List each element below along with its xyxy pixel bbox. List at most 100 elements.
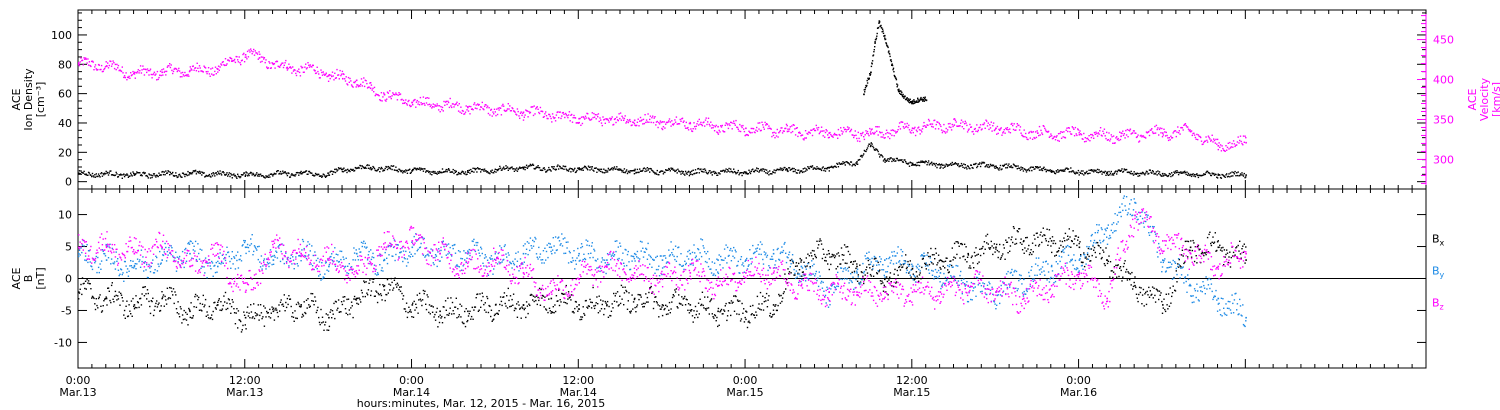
data-point [906, 162, 908, 165]
data-point [903, 127, 905, 129]
data-point [1091, 133, 1093, 136]
data-point [948, 126, 950, 128]
data-point [194, 295, 196, 298]
data-point [336, 309, 338, 311]
data-point [932, 263, 934, 265]
data-point [159, 74, 161, 76]
data-point [187, 324, 189, 326]
data-point [892, 129, 894, 131]
key-point [217, 304, 219, 306]
data-point [955, 121, 957, 123]
data-point [1028, 170, 1031, 172]
data-point [372, 281, 374, 283]
data-point [918, 280, 920, 282]
data-point [600, 168, 603, 170]
data-point [97, 297, 100, 300]
data-point [584, 165, 586, 167]
data-point [418, 292, 421, 295]
data-point [257, 58, 259, 60]
data-point [668, 167, 670, 170]
data-point [246, 175, 249, 177]
data-point [514, 111, 516, 113]
data-point [789, 259, 791, 262]
data-point [397, 284, 399, 286]
data-point [724, 305, 726, 307]
data-point [828, 136, 830, 139]
data-point [947, 129, 949, 131]
data-point [714, 315, 717, 317]
data-point [511, 298, 513, 301]
data-point [1233, 173, 1236, 175]
data-point [354, 298, 357, 300]
data-point [697, 302, 700, 304]
data-point [322, 321, 324, 323]
data-point [967, 165, 970, 168]
data-point [706, 307, 708, 310]
data-point [1097, 244, 1099, 247]
data-point [833, 165, 836, 167]
data-point [789, 169, 791, 171]
key-point [1245, 141, 1247, 144]
data-point [554, 117, 556, 119]
data-point [1213, 172, 1215, 175]
data-point [1070, 171, 1073, 173]
data-point [354, 166, 357, 169]
data-point [126, 174, 129, 176]
data-point [994, 128, 996, 131]
key-point [1078, 246, 1081, 249]
data-point [369, 279, 371, 281]
data-point [149, 69, 151, 72]
data-point [808, 131, 811, 133]
data-point [1122, 170, 1125, 173]
data-point [502, 296, 504, 298]
data-point [890, 129, 892, 132]
data-point [311, 64, 314, 66]
data-point [493, 113, 495, 115]
data-point [1156, 128, 1158, 131]
data-point [85, 288, 87, 290]
data-point [256, 53, 259, 55]
data-point [1145, 291, 1147, 294]
data-point [825, 129, 827, 131]
data-point [896, 86, 898, 88]
data-point [726, 122, 728, 125]
data-point [126, 315, 129, 318]
data-point [1235, 247, 1237, 249]
data-point [452, 168, 454, 171]
data-point [86, 278, 88, 281]
data-point [1063, 131, 1065, 133]
data-point [428, 311, 430, 314]
data-point [1216, 249, 1218, 252]
data-point [742, 172, 744, 174]
data-point [640, 170, 642, 172]
data-point [1040, 231, 1042, 233]
data-point [765, 300, 767, 302]
data-point [207, 174, 210, 177]
data-point [928, 120, 931, 122]
data-point [1168, 305, 1171, 307]
data-point [251, 174, 253, 176]
data-point [447, 100, 449, 102]
data-point [1084, 257, 1086, 259]
data-point [100, 172, 103, 174]
data-point [913, 99, 915, 101]
data-point [609, 117, 611, 119]
data-point [895, 132, 897, 134]
data-point [1031, 169, 1033, 172]
data-point [750, 314, 752, 316]
data-point [448, 312, 451, 315]
data-point [1073, 172, 1076, 174]
data-point [951, 161, 953, 164]
data-point [1205, 136, 1207, 138]
data-point [1191, 174, 1193, 176]
data-point [641, 170, 643, 172]
data-point [469, 310, 471, 312]
data-point [493, 170, 496, 172]
data-point [919, 272, 921, 274]
data-point [924, 262, 926, 265]
data-point [979, 126, 981, 129]
data-point [198, 296, 200, 299]
data-point [529, 304, 531, 307]
data-point [513, 110, 516, 112]
data-point [918, 126, 920, 128]
